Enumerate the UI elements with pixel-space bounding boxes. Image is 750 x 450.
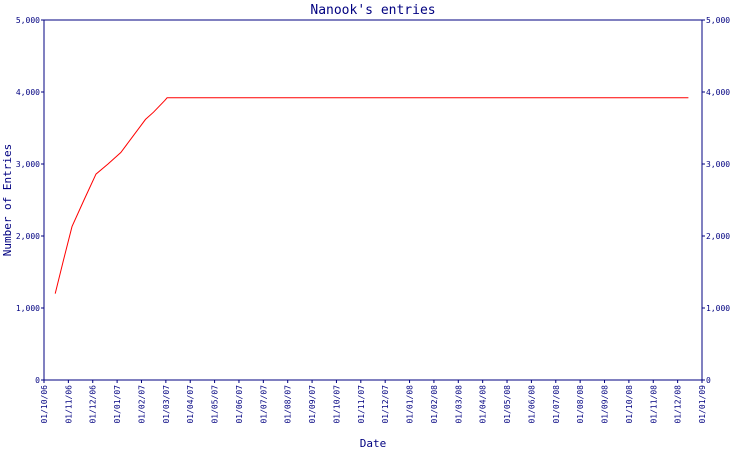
x-tick-label: 01/06/08 [527, 385, 536, 424]
x-tick-label: 01/08/07 [284, 385, 293, 424]
x-tick-label: 01/01/09 [698, 385, 707, 424]
x-tick-label: 01/02/07 [137, 385, 146, 424]
x-tick-label: 01/02/08 [430, 385, 439, 424]
y-tick-label-right: 4,000 [706, 88, 730, 97]
x-tick-label: 01/10/07 [332, 385, 341, 424]
y-tick-label-right: 1,000 [706, 304, 730, 313]
x-tick-label: 01/11/08 [649, 385, 658, 424]
y-tick-label-left: 2,000 [16, 232, 40, 241]
x-tick-label: 01/04/08 [479, 385, 488, 424]
x-tick-label: 01/12/06 [89, 385, 98, 424]
y-tick-label-right: 0 [706, 376, 711, 385]
x-tick-label: 01/01/07 [113, 385, 122, 424]
x-tick-label: 01/04/07 [186, 385, 195, 424]
x-tick-label: 01/07/08 [552, 385, 561, 424]
x-tick-label: 01/05/07 [211, 385, 220, 424]
x-tick-label: 01/03/08 [454, 385, 463, 424]
plot-frame [43, 19, 703, 381]
chart-title: Nanook's entries [310, 3, 435, 18]
x-ticks: 01/10/06 01/11/06 01/12/06 01/01/07 01/02/07… [40, 380, 707, 424]
x-tick-label: 01/09/08 [601, 385, 610, 424]
y-tick-label-right: 5,000 [706, 16, 730, 25]
x-tick-label: 01/03/07 [162, 385, 171, 424]
y-ticks-right: 0 1,000 2,000 3,000 4,000 5,000 [702, 16, 730, 385]
y-tick-label-left: 0 [35, 376, 40, 385]
y-ticks-left: 0 1,000 2,000 3,000 4,000 5,000 [16, 16, 44, 385]
x-tick-label: 01/10/06 [40, 385, 49, 424]
x-tick-label: 01/07/07 [259, 385, 268, 424]
x-tick-label: 01/11/06 [64, 385, 73, 424]
y-tick-label-left: 3,000 [16, 160, 40, 169]
y-tick-label-left: 1,000 [16, 304, 40, 313]
x-tick-label: 01/06/07 [235, 385, 244, 424]
x-tick-label: 01/05/08 [503, 385, 512, 424]
x-tick-label: 01/12/07 [381, 385, 390, 424]
y-tick-label-right: 2,000 [706, 232, 730, 241]
y-tick-label-left: 5,000 [16, 16, 40, 25]
y-tick-label-right: 3,000 [706, 160, 730, 169]
x-tick-label: 01/10/08 [625, 385, 634, 424]
x-axis-label: Date [360, 437, 387, 450]
y-tick-label-left: 4,000 [16, 88, 40, 97]
x-tick-label: 01/11/07 [357, 385, 366, 424]
x-tick-label: 01/09/07 [308, 385, 317, 424]
y-axis-label: Number of Entries [1, 144, 14, 257]
x-tick-label: 01/01/08 [406, 385, 415, 424]
series-line [54, 97, 689, 294]
x-tick-label: 01/12/08 [674, 385, 683, 424]
x-tick-label: 01/08/08 [576, 385, 585, 424]
